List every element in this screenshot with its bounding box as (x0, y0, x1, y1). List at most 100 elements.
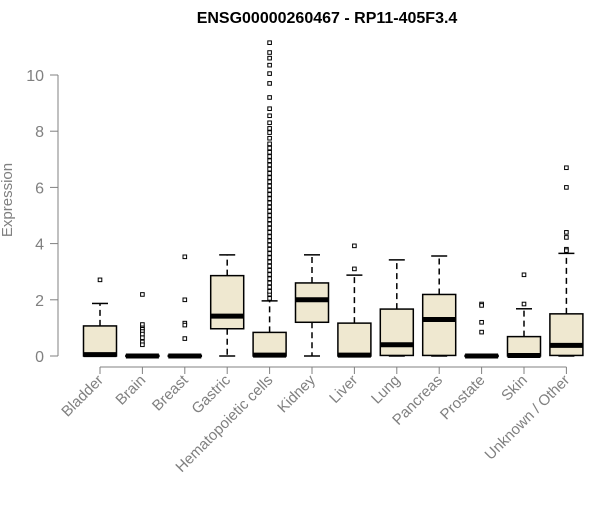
outlier-point (267, 267, 272, 273)
outlier-point (182, 254, 188, 260)
x-tick-label: Bladder (58, 372, 107, 421)
outlier-point (267, 179, 272, 185)
x-tick-label: Prostate (437, 372, 489, 424)
y-tick-label: 10 (26, 68, 44, 85)
boxes-group (82, 40, 584, 359)
outlier-point (267, 242, 272, 248)
box-pancreas (421, 255, 457, 357)
outlier-point (267, 40, 272, 45)
outlier-point (267, 192, 272, 197)
box-unknown-other (549, 165, 584, 357)
outlier-point (97, 277, 103, 283)
outlier-point (267, 62, 272, 68)
outlier-point (267, 55, 272, 61)
box-rect (337, 322, 372, 357)
outlier-point (267, 106, 272, 112)
outlier-point (267, 280, 272, 286)
outlier-point (267, 204, 272, 210)
outlier-point (564, 165, 569, 171)
y-tick-label: 4 (35, 237, 44, 254)
outlier-point (267, 135, 272, 141)
y-tick-label: 0 (35, 349, 44, 366)
chart-title: ENSG00000260467 - RP11-405F3.4 (197, 10, 458, 27)
outlier-point (267, 221, 272, 227)
outlier-point (267, 196, 272, 201)
outlier-point (267, 141, 272, 147)
outlier-point (267, 50, 272, 55)
outlier-point (352, 243, 357, 249)
x-tick-label: Skin (498, 372, 531, 405)
outlier-point (267, 81, 272, 86)
box-rect (82, 325, 118, 357)
outlier-point (267, 246, 272, 252)
x-tick-label: Lung (368, 372, 404, 408)
axes: 0 2 4 6 8 10 (26, 68, 567, 374)
box-lung (379, 259, 415, 357)
box-rect (209, 274, 245, 330)
outlier-point (267, 225, 272, 231)
outlier-point (564, 185, 569, 190)
outlier-point (267, 162, 272, 168)
outlier-point (267, 175, 272, 180)
outlier-point (267, 272, 272, 277)
outlier-point (182, 322, 188, 328)
outlier-point (267, 154, 272, 159)
outlier-point (267, 187, 272, 193)
outlier-point (267, 208, 272, 214)
outlier-point (521, 272, 527, 278)
box-skin (506, 272, 542, 358)
outlier-point (479, 329, 484, 335)
outlier-point (267, 289, 272, 294)
outlier-point (479, 319, 484, 325)
outlier-point (140, 331, 145, 337)
outlier-point (267, 230, 272, 235)
box-rect (294, 282, 330, 324)
box-breast (167, 254, 203, 359)
outlier-point (564, 235, 569, 240)
outlier-point (267, 213, 272, 218)
outlier-point (267, 238, 272, 244)
box-bladder (82, 277, 118, 358)
y-tick-label: 2 (35, 293, 44, 310)
box-rect (549, 313, 584, 357)
outlier-point (267, 113, 272, 119)
outlier-point (267, 145, 272, 151)
box-brain (125, 292, 160, 359)
outlier-point (267, 171, 272, 176)
box-liver (337, 243, 372, 358)
box-gastric (209, 254, 245, 357)
outlier-point (267, 130, 272, 135)
box-prostate (464, 301, 499, 359)
outlier-point (267, 217, 272, 223)
outlier-point (267, 200, 272, 206)
box-kidney (294, 254, 330, 357)
outlier-point (267, 296, 272, 301)
outlier-point (564, 230, 569, 235)
outlier-point (352, 266, 357, 272)
outlier-point (267, 120, 272, 126)
x-tick-label: Kidney (274, 371, 319, 416)
outlier-point (267, 183, 272, 189)
outlier-point (267, 263, 272, 269)
x-tick-label: Liver (326, 372, 361, 407)
outlier-point (267, 95, 272, 100)
box-hematopoietic-cells (252, 40, 287, 358)
outlier-point (267, 158, 272, 164)
box-rect (252, 331, 287, 357)
outlier-point (267, 71, 272, 76)
outlier-point (267, 276, 272, 282)
box-rect (379, 308, 415, 357)
outlier-point (267, 234, 272, 239)
outlier-point (267, 259, 272, 265)
y-axis-label: Expression (0, 163, 16, 237)
outlier-point (182, 297, 188, 303)
outlier-point (564, 248, 569, 253)
outlier-point (521, 301, 527, 307)
outlier-point (267, 149, 272, 155)
outlier-point (182, 336, 188, 341)
box-rect (421, 293, 457, 357)
outlier-point (267, 166, 272, 172)
